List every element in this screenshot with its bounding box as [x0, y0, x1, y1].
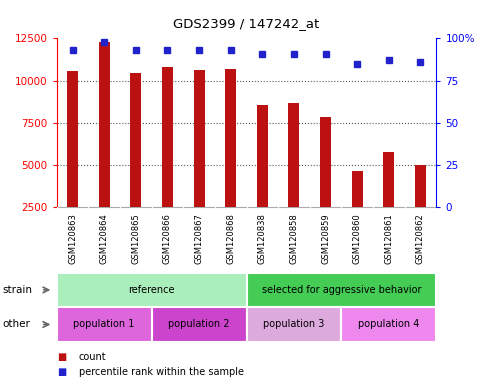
- Bar: [384, 152, 394, 250]
- Bar: [415, 165, 426, 250]
- Text: population 4: population 4: [358, 319, 420, 329]
- Bar: [67, 71, 78, 250]
- Bar: [162, 67, 173, 250]
- Text: GSM120865: GSM120865: [131, 214, 141, 264]
- Text: GDS2399 / 147242_at: GDS2399 / 147242_at: [174, 17, 319, 30]
- Bar: [320, 117, 331, 250]
- Text: selected for aggressive behavior: selected for aggressive behavior: [262, 285, 421, 295]
- Text: other: other: [2, 319, 31, 329]
- Text: ■: ■: [57, 352, 66, 362]
- Bar: [288, 103, 299, 250]
- Bar: [341, 307, 436, 342]
- Text: GSM120866: GSM120866: [163, 213, 172, 264]
- Bar: [194, 70, 205, 250]
- Bar: [225, 69, 236, 250]
- Bar: [352, 170, 363, 250]
- Text: GSM120838: GSM120838: [258, 213, 267, 264]
- Bar: [152, 307, 246, 342]
- Text: GSM120867: GSM120867: [195, 213, 204, 264]
- Bar: [246, 307, 341, 342]
- Text: reference: reference: [128, 285, 175, 295]
- Text: GSM120868: GSM120868: [226, 213, 235, 264]
- Text: GSM120861: GSM120861: [385, 214, 393, 264]
- Text: GSM120864: GSM120864: [100, 214, 108, 264]
- Text: count: count: [79, 352, 106, 362]
- Text: population 2: population 2: [168, 319, 230, 329]
- Bar: [99, 42, 109, 250]
- Bar: [57, 273, 246, 307]
- Bar: [257, 105, 268, 250]
- Text: GSM120860: GSM120860: [352, 214, 362, 264]
- Bar: [57, 307, 152, 342]
- Text: percentile rank within the sample: percentile rank within the sample: [79, 367, 244, 377]
- Text: strain: strain: [2, 285, 33, 295]
- Text: GSM120858: GSM120858: [289, 214, 298, 264]
- Text: GSM120859: GSM120859: [321, 214, 330, 264]
- Text: ■: ■: [57, 367, 66, 377]
- Text: population 3: population 3: [263, 319, 324, 329]
- Text: GSM120862: GSM120862: [416, 214, 425, 264]
- Bar: [130, 73, 141, 250]
- Text: GSM120863: GSM120863: [68, 213, 77, 264]
- Bar: [246, 273, 436, 307]
- Text: population 1: population 1: [73, 319, 135, 329]
